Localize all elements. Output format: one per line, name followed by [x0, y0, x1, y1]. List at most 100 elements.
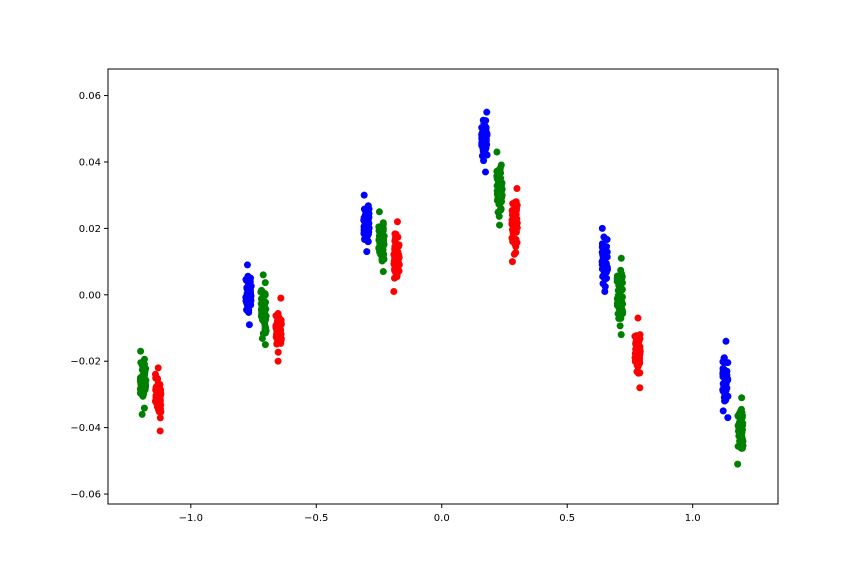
data-point — [247, 301, 255, 309]
data-point — [379, 227, 387, 235]
data-point — [276, 320, 284, 328]
data-point — [613, 295, 621, 303]
y-tick-label: −0.04 — [70, 423, 101, 434]
x-tick-label: 0.5 — [559, 513, 575, 524]
data-point — [511, 203, 519, 211]
data-point — [722, 337, 730, 345]
data-point — [390, 260, 398, 268]
data-point — [496, 166, 504, 174]
data-point — [496, 221, 504, 229]
data-point — [243, 261, 251, 269]
data-point — [391, 246, 399, 254]
data-point — [616, 322, 624, 330]
data-point — [739, 419, 747, 427]
data-point — [140, 371, 148, 379]
cluster — [598, 224, 611, 295]
data-point — [512, 249, 520, 257]
data-point — [157, 386, 165, 394]
data-point — [634, 314, 642, 322]
cluster — [719, 337, 732, 422]
data-point — [277, 336, 285, 344]
x-tick-label: −0.5 — [304, 513, 328, 524]
x-tick-label: 0.0 — [434, 513, 450, 524]
cluster — [360, 191, 373, 256]
data-point — [738, 432, 746, 440]
data-point — [598, 224, 606, 232]
data-point — [482, 127, 490, 135]
data-point — [380, 250, 388, 258]
cluster — [375, 208, 388, 276]
data-point — [603, 236, 611, 244]
cluster — [493, 148, 506, 229]
data-point — [735, 410, 743, 418]
data-point — [245, 321, 253, 329]
data-point — [493, 148, 501, 156]
data-point — [720, 354, 728, 362]
data-point — [513, 185, 521, 193]
data-point — [636, 384, 644, 392]
data-point — [738, 394, 746, 402]
data-point — [138, 385, 146, 393]
data-point — [635, 333, 643, 341]
data-points — [136, 108, 747, 468]
data-point — [155, 391, 163, 399]
data-point — [138, 410, 146, 418]
data-point — [259, 294, 267, 302]
data-point — [617, 266, 625, 274]
data-point — [155, 397, 163, 405]
data-point — [140, 404, 148, 412]
data-point — [601, 275, 609, 283]
data-point — [721, 391, 729, 399]
data-point — [482, 168, 489, 176]
data-point — [364, 238, 372, 246]
data-point — [633, 351, 641, 359]
data-point — [632, 357, 640, 365]
y-tick-label: 0.06 — [79, 91, 101, 102]
data-point — [379, 268, 387, 276]
cluster — [631, 314, 644, 392]
data-point — [734, 460, 742, 468]
data-point — [393, 218, 401, 226]
data-point — [497, 193, 505, 201]
data-point — [156, 414, 164, 422]
data-point — [274, 357, 282, 365]
data-point — [242, 275, 250, 283]
y-tick-label: −0.02 — [70, 357, 101, 368]
data-point — [156, 427, 164, 435]
data-point — [154, 364, 162, 372]
data-point — [498, 185, 506, 193]
data-point — [509, 236, 517, 244]
data-point — [261, 326, 269, 334]
data-point — [483, 108, 491, 116]
data-point — [258, 286, 266, 294]
data-point — [390, 287, 398, 295]
data-point — [480, 157, 488, 165]
data-point — [363, 212, 371, 220]
y-tick-label: 0.02 — [79, 224, 101, 235]
cluster — [478, 108, 491, 176]
cluster — [734, 394, 747, 468]
cluster — [257, 271, 270, 349]
cluster — [242, 261, 255, 329]
y-axis: −0.06 −0.04 −0.02 0.00 0.02 0.04 0.06 — [70, 91, 108, 501]
data-point — [724, 414, 732, 422]
data-point — [395, 252, 403, 260]
data-point — [259, 271, 267, 279]
data-point — [261, 310, 269, 318]
data-point — [737, 442, 745, 450]
cluster — [136, 347, 150, 418]
data-point — [617, 284, 625, 292]
data-point — [380, 236, 387, 244]
data-point — [260, 304, 268, 312]
y-tick-label: 0.04 — [79, 157, 101, 168]
data-point — [635, 346, 643, 354]
data-point — [493, 172, 501, 180]
data-point — [619, 300, 627, 308]
data-point — [261, 341, 269, 349]
y-tick-label: 0.00 — [79, 290, 101, 301]
x-tick-label: 1.0 — [685, 513, 701, 524]
data-point — [617, 254, 625, 262]
data-point — [137, 347, 145, 355]
cluster — [390, 218, 403, 295]
